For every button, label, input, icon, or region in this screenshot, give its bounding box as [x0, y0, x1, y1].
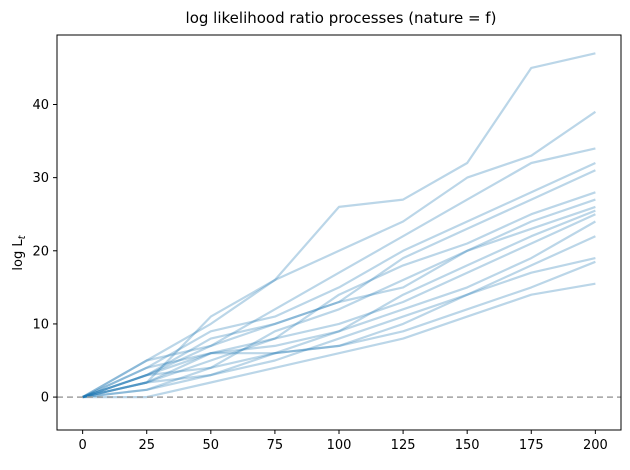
series-line-10: [82, 213, 596, 399]
y-tick-label: 10: [32, 317, 49, 332]
series-line-13: [82, 257, 596, 399]
y-axis-label: log Lt: [11, 234, 28, 270]
x-tick-label: 50: [203, 438, 220, 453]
series-line-2: [82, 110, 597, 399]
x-tick-label: 100: [327, 438, 352, 453]
y-axis: 0 10 20 30 40: [32, 98, 57, 406]
x-tick-label: 200: [583, 438, 608, 453]
series-line-4: [82, 161, 596, 399]
series-line-7: [82, 198, 596, 399]
series-line-15: [82, 282, 596, 399]
series-line-1: [82, 52, 596, 399]
x-tick-label: 0: [78, 438, 86, 453]
series-line-9: [82, 209, 596, 399]
y-tick-label: 30: [32, 171, 49, 186]
y-axis-label-main: log L: [11, 239, 26, 271]
y-axis-label-subscript: t: [17, 234, 28, 239]
series-lines: [82, 52, 597, 399]
y-tick-label: 40: [32, 98, 49, 113]
x-tick-label: 150: [455, 438, 480, 453]
series-line-8: [82, 205, 596, 399]
x-tick-label: 25: [138, 438, 155, 453]
y-tick-label: 0: [41, 391, 49, 406]
chart-title: log likelihood ratio processes (nature =…: [186, 9, 497, 27]
series-line-14: [82, 260, 596, 399]
x-tick-label: 125: [391, 438, 416, 453]
y-tick-label: 20: [32, 244, 49, 259]
x-axis: 0 25 50 75 100 125 150 175 200: [78, 430, 608, 453]
x-tick-label: 175: [519, 438, 544, 453]
series-line-6: [82, 191, 596, 399]
series-line-12: [82, 235, 596, 399]
series-line-11: [82, 220, 596, 399]
series-line-3: [82, 147, 596, 399]
x-tick-label: 75: [267, 438, 284, 453]
series-line-5: [82, 169, 596, 399]
